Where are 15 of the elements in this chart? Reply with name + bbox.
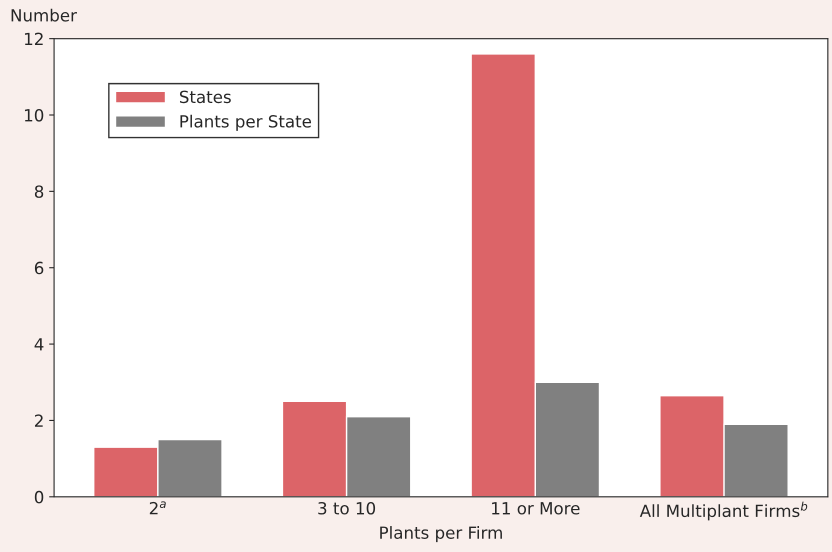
x-tick-label: 2$^{a}$ — [150, 501, 166, 514]
y-axis-title: Number — [12, 8, 77, 22]
x-axis-title: Plants per Firm — [380, 526, 502, 542]
y-tick-label: 10 — [24, 108, 44, 122]
y-tick-label: 8 — [34, 185, 44, 198]
legend-label: Plants per State — [180, 114, 312, 131]
y-tick-label: 6 — [34, 262, 44, 274]
y-tick-label: 4 — [34, 338, 44, 350]
y-tick-label: 12 — [24, 32, 43, 45]
x-tick-label: 11 or More — [492, 502, 580, 515]
x-tick-label: 3 to 10 — [318, 502, 376, 515]
y-tick-label: 0 — [34, 490, 44, 504]
legend-label: States — [180, 90, 231, 104]
y-tick-label: 2 — [34, 414, 43, 427]
x-tick-label: All Multiplant Firms$^{b}$ — [640, 502, 808, 520]
